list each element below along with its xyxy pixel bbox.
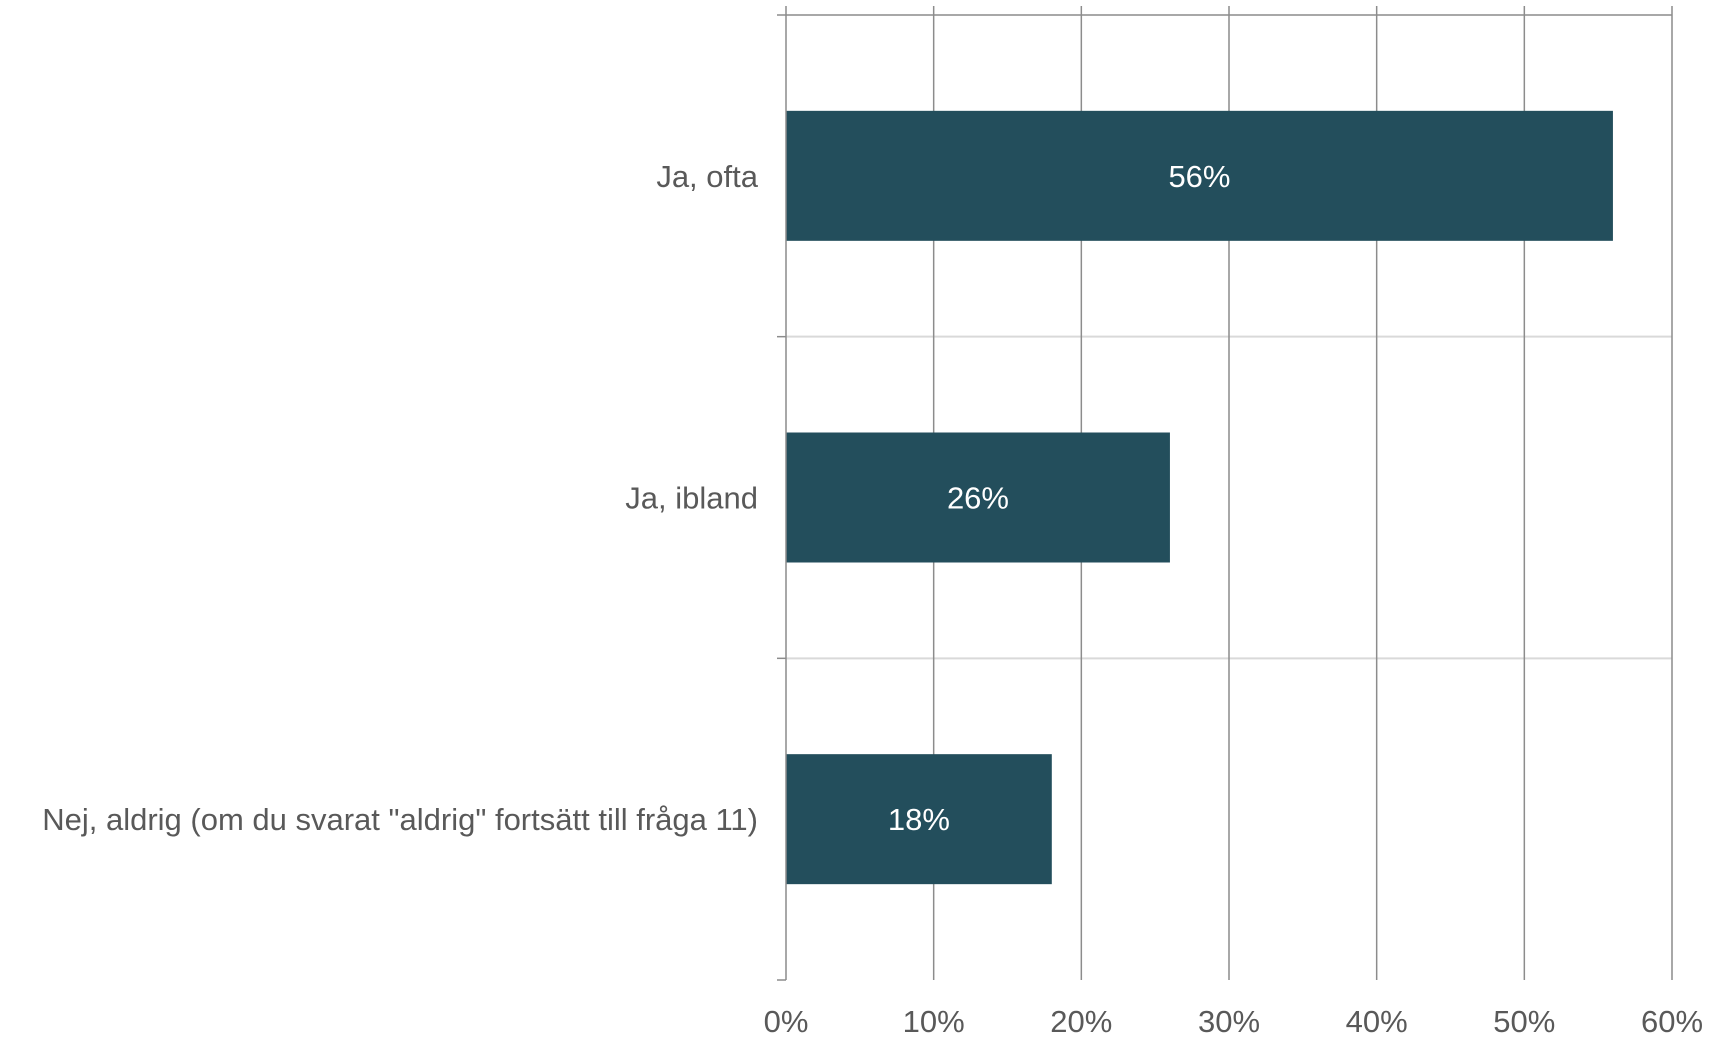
bar	[786, 754, 1052, 885]
data-label: 18%	[888, 802, 950, 837]
x-tick-label: 30%	[1198, 1004, 1260, 1037]
bars	[786, 110, 1613, 885]
category-axis	[777, 6, 787, 981]
x-tick-label: 60%	[1641, 1004, 1703, 1037]
category-label: Ja, ibland	[625, 481, 758, 516]
labels: 0% 10% 20% 30% 40% 50% 60% 56% Ja, ofta 26% Ja, ib…	[42, 159, 1703, 1037]
x-tick-label: 20%	[1050, 1004, 1112, 1037]
data-label: 26%	[947, 481, 1009, 516]
x-tick-label: 0%	[764, 1004, 809, 1037]
x-tick-label: 40%	[1346, 1004, 1408, 1037]
bar	[786, 432, 1170, 563]
bar	[786, 110, 1613, 241]
x-tick-label: 10%	[903, 1004, 965, 1037]
data-label: 56%	[1168, 159, 1230, 194]
category-label: Ja, ofta	[656, 159, 758, 194]
x-tick-label: 50%	[1493, 1004, 1555, 1037]
category-label: Nej, aldrig (om du svarat "aldrig" forts…	[42, 802, 758, 837]
